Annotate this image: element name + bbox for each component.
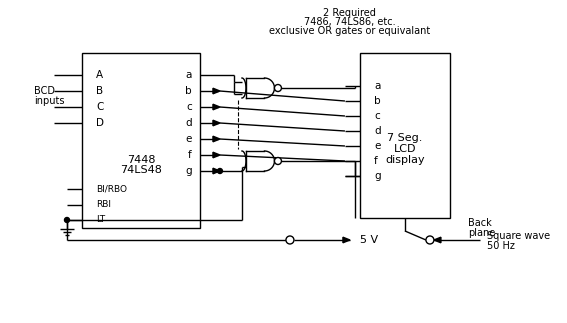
Text: f: f [374, 156, 378, 166]
Circle shape [274, 85, 281, 91]
Text: 7486, 74LS86, etc.: 7486, 74LS86, etc. [304, 17, 396, 27]
Polygon shape [213, 104, 220, 110]
Text: RBI: RBI [96, 201, 111, 210]
Text: g: g [374, 171, 380, 181]
Polygon shape [343, 237, 350, 243]
Bar [360, 53, 450, 218]
Text: inputs: inputs [34, 96, 65, 106]
Text: d: d [185, 118, 192, 128]
Text: B: B [96, 86, 103, 96]
Polygon shape [213, 88, 220, 94]
Text: A: A [96, 70, 103, 80]
Circle shape [286, 236, 294, 244]
Text: display: display [385, 155, 425, 165]
Text: BCD: BCD [34, 86, 55, 96]
Text: D: D [96, 118, 104, 128]
Circle shape [218, 169, 222, 173]
Polygon shape [213, 152, 220, 158]
Text: c: c [186, 102, 192, 112]
Text: e: e [185, 134, 192, 144]
Text: LT: LT [96, 215, 105, 224]
Text: BI/RBO: BI/RBO [96, 184, 127, 193]
Text: a: a [374, 81, 380, 91]
Text: C: C [96, 102, 103, 112]
Polygon shape [434, 237, 441, 243]
Text: exclusive OR gates or equivalant: exclusive OR gates or equivalant [269, 26, 430, 36]
Text: d: d [374, 126, 380, 136]
Text: 7448: 7448 [126, 155, 155, 165]
Text: plane: plane [468, 228, 495, 238]
Text: b: b [185, 86, 192, 96]
Bar [82, 53, 200, 228]
Text: f: f [188, 150, 192, 160]
Circle shape [274, 158, 281, 164]
Text: 7 Seg.: 7 Seg. [387, 133, 422, 143]
Circle shape [426, 236, 434, 244]
Text: LCD: LCD [393, 144, 416, 154]
Circle shape [65, 217, 70, 223]
Text: a: a [185, 70, 192, 80]
Text: 50 Hz: 50 Hz [487, 241, 515, 251]
Text: Back: Back [468, 218, 492, 228]
Text: 74LS48: 74LS48 [120, 165, 162, 175]
Text: b: b [374, 96, 380, 106]
Text: 5 V: 5 V [360, 235, 378, 245]
Polygon shape [213, 120, 220, 126]
Text: 2 Required: 2 Required [324, 8, 376, 18]
Text: Square wave: Square wave [487, 231, 550, 241]
Text: g: g [185, 166, 192, 176]
Polygon shape [213, 168, 220, 174]
Text: c: c [374, 111, 380, 121]
Text: e: e [374, 141, 380, 151]
Polygon shape [213, 136, 220, 142]
